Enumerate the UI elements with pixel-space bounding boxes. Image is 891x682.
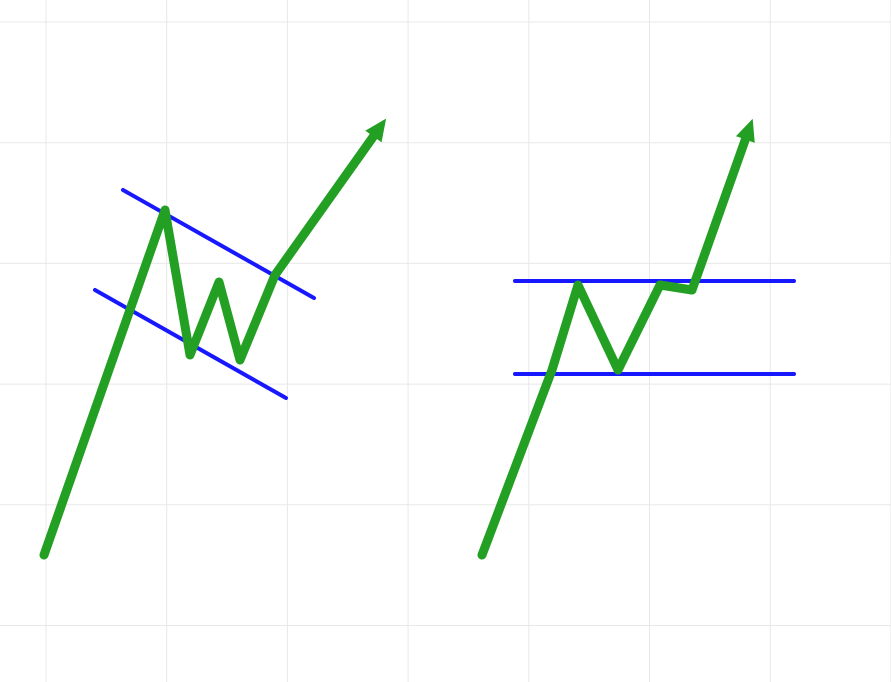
canvas-background	[0, 0, 891, 682]
pattern-diagram	[0, 0, 891, 682]
